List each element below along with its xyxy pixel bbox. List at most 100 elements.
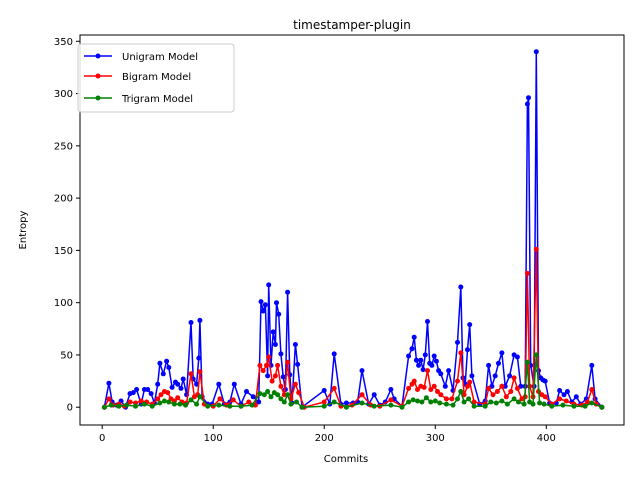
- data-point: [183, 402, 188, 408]
- data-point: [171, 401, 177, 407]
- data-point: [557, 388, 563, 393]
- data-point: [205, 403, 211, 409]
- data-point: [449, 396, 455, 402]
- data-point: [488, 399, 494, 405]
- data-point: [194, 401, 200, 407]
- data-point: [134, 387, 140, 392]
- data-point: [526, 95, 531, 101]
- data-point: [157, 400, 163, 406]
- chart-title: timestamper-plugin: [293, 18, 411, 32]
- data-point: [433, 358, 439, 364]
- data-point: [431, 383, 437, 389]
- data-point: [270, 329, 276, 335]
- data-point: [216, 402, 222, 408]
- x-tick-label: 100: [204, 433, 223, 444]
- data-point: [494, 389, 500, 394]
- data-point: [421, 384, 427, 390]
- data-point: [197, 394, 203, 400]
- data-point: [258, 299, 264, 305]
- data-point: [116, 403, 122, 409]
- y-tick-label: 300: [54, 89, 73, 100]
- data-point: [281, 399, 287, 405]
- data-point: [469, 373, 475, 379]
- data-point: [599, 404, 605, 410]
- legend-marker-bigram: [95, 73, 101, 79]
- data-point: [420, 367, 426, 373]
- data-point: [166, 365, 172, 370]
- legend-box: [77, 43, 235, 113]
- data-point: [169, 384, 175, 390]
- data-point: [514, 385, 520, 391]
- data-point: [266, 282, 272, 288]
- data-point: [188, 371, 194, 377]
- x-axis-label: Commits: [324, 454, 369, 465]
- data-point: [265, 373, 271, 379]
- data-point: [516, 399, 521, 405]
- data-point: [471, 399, 477, 405]
- data-point: [499, 350, 505, 356]
- data-point: [423, 395, 429, 401]
- data-point: [406, 353, 412, 359]
- data-point: [155, 381, 161, 387]
- data-point: [496, 360, 501, 366]
- data-point: [148, 391, 154, 397]
- data-point: [443, 401, 449, 407]
- data-point: [418, 357, 424, 363]
- data-point: [542, 394, 548, 400]
- data-point: [180, 376, 186, 382]
- y-tick-label: 0: [67, 403, 73, 414]
- data-point: [432, 398, 438, 404]
- data-point: [442, 383, 448, 389]
- series-bigram-model: [101, 246, 605, 410]
- series-layer: [101, 49, 605, 410]
- data-point: [188, 397, 194, 403]
- data-point: [274, 300, 279, 306]
- data-point: [465, 383, 470, 389]
- data-point: [261, 392, 267, 398]
- y-tick-label: 200: [54, 194, 73, 205]
- data-point: [158, 392, 164, 398]
- y-tick-label: 150: [54, 246, 73, 257]
- data-point: [265, 389, 271, 394]
- data-point: [321, 399, 327, 405]
- data-point: [141, 401, 147, 407]
- data-point: [411, 334, 417, 340]
- data-point: [416, 362, 422, 368]
- data-point: [161, 398, 167, 404]
- data-point: [231, 381, 237, 387]
- data-point: [514, 354, 520, 360]
- data-point: [507, 373, 513, 379]
- data-point: [527, 383, 533, 389]
- data-point: [425, 368, 430, 374]
- data-point: [266, 354, 272, 360]
- data-point: [411, 378, 417, 384]
- data-point: [238, 403, 244, 409]
- data-point: [155, 396, 161, 402]
- data-point: [422, 352, 428, 358]
- data-point: [508, 389, 514, 394]
- x-tick-label: 400: [537, 433, 556, 444]
- legend-label-unigram: Unigram Model: [122, 52, 198, 63]
- data-point: [435, 389, 440, 394]
- data-point: [388, 402, 394, 408]
- data-point: [438, 371, 444, 377]
- data-point: [288, 401, 294, 407]
- data-point: [563, 398, 569, 404]
- data-point: [499, 383, 505, 389]
- data-point: [584, 399, 590, 405]
- data-point: [260, 368, 266, 374]
- data-point: [504, 401, 510, 407]
- data-point: [530, 401, 536, 407]
- data-point: [227, 403, 233, 409]
- data-point: [250, 394, 256, 400]
- data-point: [275, 362, 281, 368]
- data-point: [124, 402, 130, 408]
- data-point: [446, 368, 452, 374]
- data-point: [343, 404, 349, 410]
- data-point: [524, 270, 530, 276]
- data-point: [196, 355, 202, 361]
- data-point: [280, 374, 286, 380]
- data-point: [188, 320, 194, 325]
- data-point: [268, 394, 274, 400]
- data-point: [388, 387, 394, 392]
